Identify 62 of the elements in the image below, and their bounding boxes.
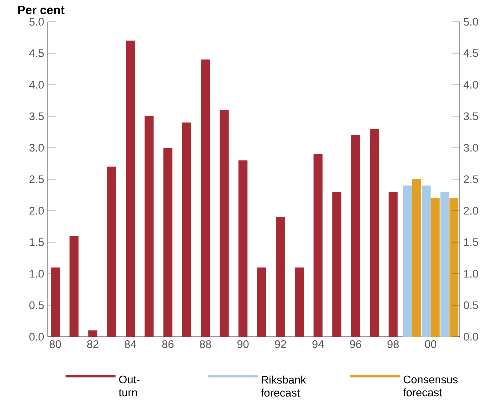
y-tick-label: 4.0 <box>29 81 44 89</box>
legend-label: Riksbank forecast <box>261 376 306 397</box>
bar <box>70 236 79 337</box>
bar <box>164 148 173 337</box>
y2-tick-label: 2.0 <box>464 207 478 215</box>
bar <box>295 268 304 337</box>
y2-tick-label: 4.0 <box>464 81 478 89</box>
y2-tick-label: 3.5 <box>464 112 478 120</box>
bar <box>440 192 450 337</box>
bar <box>450 198 459 337</box>
y-tick-label: 0.0 <box>30 333 44 341</box>
y2-tick-label: 2.5 <box>464 176 478 184</box>
bar <box>332 192 342 337</box>
bar <box>388 192 398 337</box>
x-tick-label: 96 <box>350 340 362 348</box>
x-tick-label: 82 <box>87 340 99 348</box>
bar <box>182 122 192 337</box>
bar <box>370 129 380 337</box>
bar <box>144 116 154 337</box>
x-tick-label: 92 <box>275 340 286 348</box>
x-tick-label: 00 <box>425 340 437 348</box>
bar <box>51 268 60 337</box>
y-tick-label: 4.5 <box>29 50 44 58</box>
x-tick-label: 80 <box>50 340 62 348</box>
y-tick-label: 2.5 <box>30 176 44 184</box>
bar <box>276 217 286 337</box>
bar <box>351 135 360 337</box>
y-tick-label: 2.0 <box>30 207 44 215</box>
y2-tick-label: 4.5 <box>464 50 478 58</box>
y2-tick-label: 3.0 <box>464 144 478 152</box>
x-tick-label: 88 <box>200 340 212 348</box>
bar <box>88 330 98 337</box>
bar <box>314 154 323 337</box>
y2-tick-label: 1.5 <box>464 238 478 246</box>
bar <box>412 179 422 337</box>
x-tick-label: 94 <box>312 340 324 348</box>
bar <box>430 198 440 337</box>
x-tick-label: 84 <box>124 340 136 348</box>
x-tick-label: 86 <box>162 340 174 348</box>
bar <box>238 160 248 337</box>
bar <box>220 110 229 337</box>
bar <box>403 186 412 337</box>
x-tick-label: 98 <box>388 340 399 348</box>
bar <box>422 186 431 337</box>
y-tick-label: 1.5 <box>30 238 44 246</box>
y-tick-label: 3.5 <box>30 112 44 120</box>
y2-tick-label: 0.5 <box>464 302 478 310</box>
bar <box>107 166 116 337</box>
bar <box>126 40 136 337</box>
y-tick-label: 5.0 <box>30 18 44 26</box>
y-axis-title: Per cent <box>18 6 65 14</box>
legend-label: Consensus forecast <box>403 376 458 397</box>
legend-label: Out-turn <box>119 376 140 397</box>
y-tick-label: 0.5 <box>30 302 44 310</box>
y-tick-label: 1.0 <box>30 270 44 278</box>
y2-tick-label: 1.0 <box>464 270 478 278</box>
x-tick-label: 90 <box>238 340 249 348</box>
y2-tick-label: 0.0 <box>464 333 478 341</box>
y2-tick-label: 5.0 <box>464 18 478 26</box>
bar <box>201 60 210 337</box>
bar <box>257 268 266 337</box>
y-tick-label: 3.0 <box>30 144 44 152</box>
